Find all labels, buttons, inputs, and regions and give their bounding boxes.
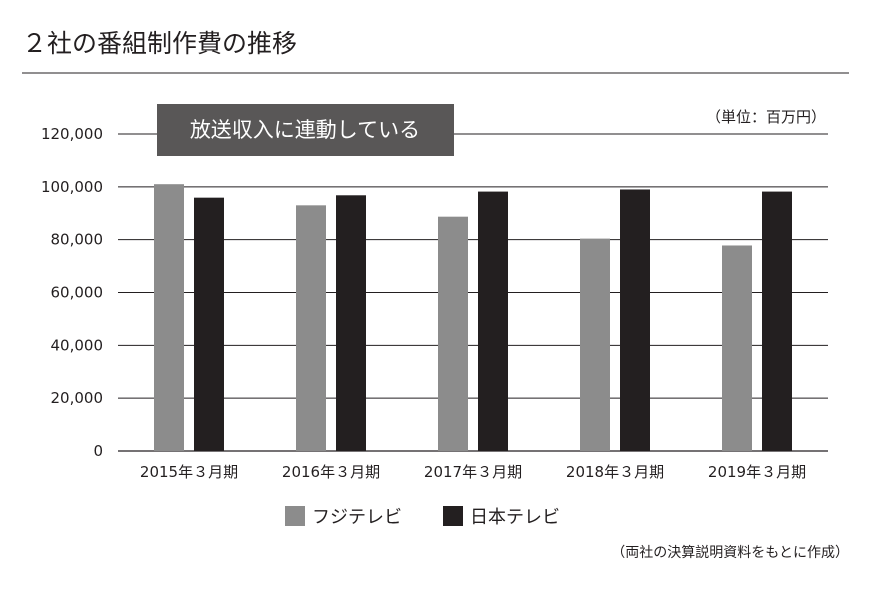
legend: フジテレビ 日本テレビ bbox=[285, 506, 560, 528]
bar-fuji bbox=[580, 238, 610, 451]
x-tick-label: 2017年３月期 bbox=[424, 463, 522, 481]
legend-swatch-ntv bbox=[443, 506, 463, 526]
x-tick-label: 2019年３月期 bbox=[708, 463, 806, 481]
gridlines bbox=[118, 133, 828, 452]
bar-fuji bbox=[154, 184, 184, 452]
source-note: （両社の決算説明資料をもとに作成） bbox=[611, 545, 849, 561]
bar-fuji bbox=[722, 245, 752, 451]
y-tick-label: 60,000 bbox=[51, 284, 104, 302]
bar-ntv bbox=[194, 197, 224, 451]
x-tick-label: 2015年３月期 bbox=[140, 463, 238, 481]
bar-fuji bbox=[296, 205, 326, 451]
legend-label-ntv: 日本テレビ bbox=[470, 507, 560, 528]
bars bbox=[154, 184, 792, 452]
bar-ntv bbox=[478, 191, 508, 452]
x-tick-label: 2018年３月期 bbox=[566, 463, 664, 481]
annotation-box bbox=[157, 104, 454, 156]
bar-ntv bbox=[336, 195, 366, 451]
y-tick-label: 40,000 bbox=[51, 336, 104, 354]
y-tick-label: 120,000 bbox=[41, 125, 103, 143]
y-tick-label: 100,000 bbox=[41, 178, 103, 196]
y-tick-label: 20,000 bbox=[51, 389, 104, 407]
legend-swatch-fuji bbox=[285, 506, 305, 526]
annotation-text: 放送収入に連動している bbox=[190, 118, 420, 142]
bar-ntv bbox=[620, 189, 650, 451]
bar-fuji bbox=[438, 216, 468, 451]
x-axis-ticks: 2015年３月期 2016年３月期 2017年３月期 2018年３月期 2019年３月期 bbox=[140, 463, 806, 481]
unit-note: （単位：百万円） bbox=[706, 108, 826, 126]
y-axis-ticks: 0 20,000 40,000 60,000 80,000 100,000 120,000 bbox=[41, 125, 103, 460]
legend-label-fuji: フジテレビ bbox=[312, 507, 402, 528]
y-tick-label: 80,000 bbox=[51, 231, 104, 249]
chart-title: ２社の番組制作費の推移 bbox=[22, 29, 297, 58]
bar-ntv bbox=[762, 191, 792, 452]
x-tick-label: 2016年３月期 bbox=[282, 463, 380, 481]
y-tick-label: 0 bbox=[93, 442, 103, 460]
